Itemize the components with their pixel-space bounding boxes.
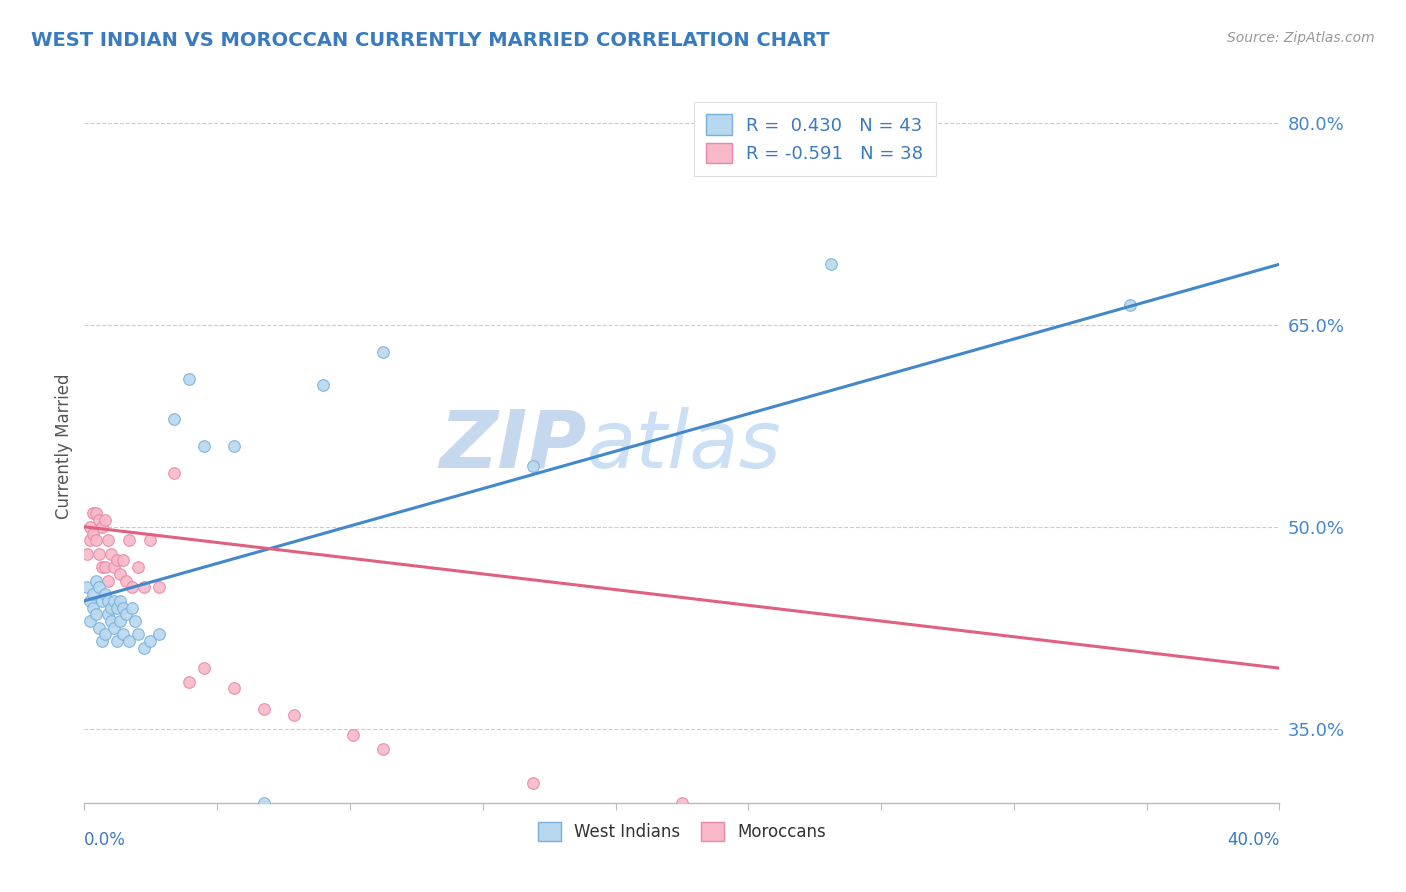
- Text: ZIP: ZIP: [439, 407, 586, 485]
- Point: [105, 553, 128, 567]
- Point: [79, 594, 101, 608]
- Point: [97, 533, 120, 548]
- Point: [124, 614, 146, 628]
- Point: [86, 607, 108, 622]
- Point: [91, 594, 114, 608]
- Point: [115, 574, 138, 588]
- Point: [82, 526, 104, 541]
- Point: [82, 600, 104, 615]
- Point: [222, 439, 245, 453]
- Point: [103, 560, 125, 574]
- Point: [82, 587, 104, 601]
- Point: [163, 466, 186, 480]
- Point: [91, 634, 114, 648]
- Point: [312, 378, 335, 392]
- Point: [253, 796, 276, 810]
- Point: [100, 614, 122, 628]
- Point: [79, 520, 101, 534]
- Point: [132, 640, 156, 655]
- Point: [148, 580, 170, 594]
- Point: [100, 547, 122, 561]
- Point: [97, 594, 120, 608]
- Point: [110, 614, 132, 628]
- Point: [112, 553, 135, 567]
- Point: [94, 513, 117, 527]
- Point: [94, 560, 117, 574]
- Point: [89, 580, 111, 594]
- Point: [82, 506, 104, 520]
- Point: [121, 580, 143, 594]
- Point: [127, 560, 149, 574]
- Point: [121, 600, 143, 615]
- Point: [373, 344, 395, 359]
- Point: [76, 580, 98, 594]
- Point: [193, 661, 215, 675]
- Text: atlas: atlas: [586, 407, 782, 485]
- Point: [97, 607, 120, 622]
- Point: [139, 634, 162, 648]
- Point: [163, 412, 186, 426]
- Point: [373, 742, 395, 756]
- Point: [118, 533, 141, 548]
- Point: [97, 574, 120, 588]
- Point: [86, 533, 108, 548]
- Y-axis label: Currently Married: Currently Married: [55, 373, 73, 519]
- Point: [1029, 830, 1052, 844]
- Point: [91, 560, 114, 574]
- Point: [222, 681, 245, 696]
- Point: [89, 547, 111, 561]
- Point: [89, 621, 111, 635]
- Point: [100, 600, 122, 615]
- Point: [177, 674, 200, 689]
- Point: [193, 439, 215, 453]
- Point: [115, 607, 138, 622]
- Point: [86, 506, 108, 520]
- Point: [118, 634, 141, 648]
- Point: [132, 580, 156, 594]
- Point: [103, 621, 125, 635]
- Point: [522, 775, 544, 789]
- Point: [79, 614, 101, 628]
- Point: [105, 634, 128, 648]
- Point: [91, 520, 114, 534]
- Point: [110, 594, 132, 608]
- Legend: West Indians, Moroccans: West Indians, Moroccans: [531, 815, 832, 848]
- Point: [110, 566, 132, 581]
- Point: [671, 796, 693, 810]
- Point: [94, 587, 117, 601]
- Point: [253, 701, 276, 715]
- Point: [342, 729, 364, 743]
- Point: [283, 708, 305, 723]
- Point: [820, 257, 842, 271]
- Point: [139, 533, 162, 548]
- Point: [86, 574, 108, 588]
- Point: [103, 594, 125, 608]
- Point: [127, 627, 149, 641]
- Text: WEST INDIAN VS MOROCCAN CURRENTLY MARRIED CORRELATION CHART: WEST INDIAN VS MOROCCAN CURRENTLY MARRIE…: [31, 31, 830, 50]
- Text: 40.0%: 40.0%: [1227, 831, 1279, 849]
- Point: [76, 547, 98, 561]
- Text: Source: ZipAtlas.com: Source: ZipAtlas.com: [1227, 31, 1375, 45]
- Text: 0.0%: 0.0%: [84, 831, 127, 849]
- Point: [522, 459, 544, 474]
- Point: [112, 627, 135, 641]
- Point: [112, 600, 135, 615]
- Point: [1119, 298, 1142, 312]
- Point: [89, 513, 111, 527]
- Point: [79, 533, 101, 548]
- Point: [94, 627, 117, 641]
- Point: [105, 600, 128, 615]
- Point: [148, 627, 170, 641]
- Point: [177, 372, 200, 386]
